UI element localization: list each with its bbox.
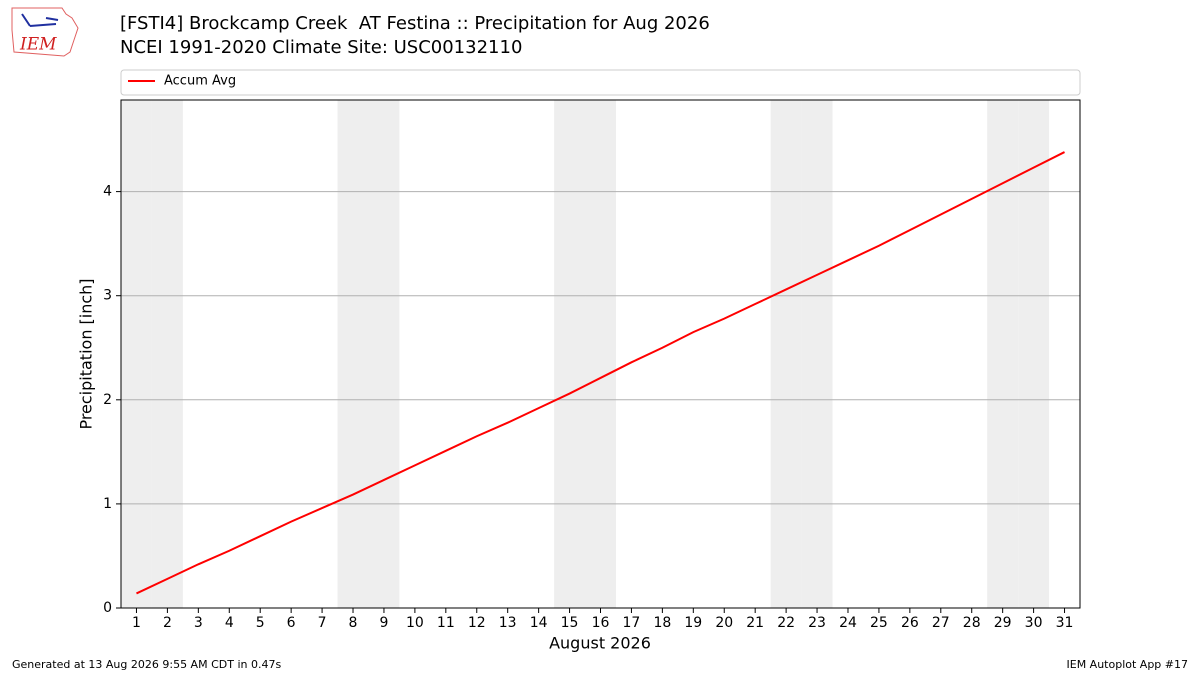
x-tick-label: 24 [839, 615, 857, 631]
plot-frame [120, 99, 1081, 609]
weekend-band [1018, 100, 1050, 608]
footer-right: IEM Autoplot App #17 [1067, 658, 1189, 671]
logo-icon [45, 17, 59, 21]
footer-left: Generated at 13 Aug 2026 9:55 AM CDT in … [12, 658, 281, 671]
x-tick-label: 28 [963, 615, 981, 631]
x-tick-label: 17 [623, 615, 641, 631]
legend-label: Accum Avg [164, 74, 236, 89]
data-line [136, 151, 1065, 595]
y-tick-label: 0 [103, 600, 112, 616]
y-tick-label: 4 [103, 184, 112, 200]
weekend-band [554, 100, 586, 608]
x-tick-label: 14 [530, 615, 548, 631]
x-tick-label: 18 [653, 615, 671, 631]
x-axis-label: August 2026 [549, 634, 651, 653]
x-tick-label: 5 [256, 615, 265, 631]
weekend-band [151, 100, 183, 608]
x-tick-label: 8 [349, 615, 358, 631]
x-tick-label: 4 [225, 615, 234, 631]
weekend-band [987, 100, 1019, 608]
x-tick-label: 15 [561, 615, 579, 631]
weekend-band [337, 100, 369, 608]
y-tick-label: 2 [103, 392, 112, 408]
weekend-band [801, 100, 833, 608]
x-tick-label: 29 [994, 615, 1012, 631]
y-axis-label: Precipitation [inch] [77, 278, 96, 429]
x-tick-label: 6 [287, 615, 296, 631]
y-tick-label: 3 [103, 288, 112, 304]
x-tick-label: 27 [932, 615, 950, 631]
chart-subtitle: NCEI 1991-2020 Climate Site: USC00132110 [120, 37, 522, 58]
x-tick-label: 3 [194, 615, 203, 631]
weekend-band [368, 100, 400, 608]
logo-icon [29, 23, 57, 27]
x-tick-label: 7 [318, 615, 327, 631]
x-tick-label: 12 [468, 615, 486, 631]
legend-box [120, 69, 1081, 96]
x-tick-label: 19 [684, 615, 702, 631]
x-tick-label: 1 [132, 615, 141, 631]
x-tick-label: 25 [870, 615, 888, 631]
x-tick-label: 2 [163, 615, 172, 631]
weekend-band [770, 100, 802, 608]
x-tick-label: 31 [1056, 615, 1074, 631]
x-tick-label: 21 [746, 615, 764, 631]
weekend-band [585, 100, 616, 608]
x-tick-label: 13 [499, 615, 517, 631]
x-tick-label: 9 [379, 615, 388, 631]
y-tick-label: 1 [103, 496, 112, 512]
logo-icon [21, 13, 31, 27]
x-tick-label: 20 [715, 615, 733, 631]
chart-title: [FSTI4] Brockcamp Creek AT Festina :: Pr… [120, 13, 710, 34]
x-tick-label: 22 [777, 615, 795, 631]
logo: IEM [11, 7, 79, 57]
x-tick-label: 11 [437, 615, 455, 631]
logo-outline [11, 7, 79, 57]
x-tick-label: 30 [1025, 615, 1043, 631]
weekend-band [121, 100, 152, 608]
x-tick-label: 10 [406, 615, 424, 631]
x-tick-label: 26 [901, 615, 919, 631]
x-tick-label: 23 [808, 615, 826, 631]
x-tick-label: 16 [592, 615, 610, 631]
logo-text: IEM [19, 35, 57, 55]
